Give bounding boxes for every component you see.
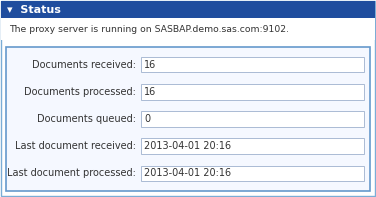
Text: 16: 16 [144, 87, 156, 97]
Text: 2013-04-01 20:16: 2013-04-01 20:16 [144, 168, 231, 178]
Bar [6, 47, 370, 191]
Text: Documents queued:: Documents queued: [37, 114, 136, 124]
Bar [1, 1, 375, 18]
Text: Documents received:: Documents received: [32, 60, 136, 70]
Bar [141, 138, 364, 154]
Text: Last document processed:: Last document processed: [7, 168, 136, 178]
Text: 0: 0 [144, 114, 150, 124]
Bar [141, 165, 364, 181]
Bar [141, 111, 364, 127]
Bar [141, 84, 364, 100]
Text: Documents processed:: Documents processed: [24, 87, 136, 97]
Bar [1, 18, 375, 40]
Text: 2013-04-01 20:16: 2013-04-01 20:16 [144, 141, 231, 151]
Text: 16: 16 [144, 60, 156, 70]
Text: ▾  Status: ▾ Status [7, 5, 61, 15]
Bar [141, 57, 364, 72]
Text: Last document received:: Last document received: [15, 141, 136, 151]
Text: The proxy server is running on SASBAP.demo.sas.com:9102.: The proxy server is running on SASBAP.de… [9, 24, 289, 33]
